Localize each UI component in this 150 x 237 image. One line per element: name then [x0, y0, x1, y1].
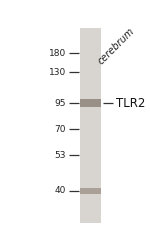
Bar	[80, 28, 100, 223]
Text: 130: 130	[49, 68, 66, 77]
Text: 95: 95	[54, 99, 66, 108]
Text: 40: 40	[55, 186, 66, 195]
Text: TLR2: TLR2	[116, 97, 145, 109]
Bar	[80, 188, 100, 194]
Text: 180: 180	[49, 49, 66, 58]
Text: cerebrum: cerebrum	[96, 26, 136, 66]
Text: 53: 53	[54, 151, 66, 160]
Bar	[80, 99, 100, 107]
Text: 70: 70	[54, 125, 66, 134]
